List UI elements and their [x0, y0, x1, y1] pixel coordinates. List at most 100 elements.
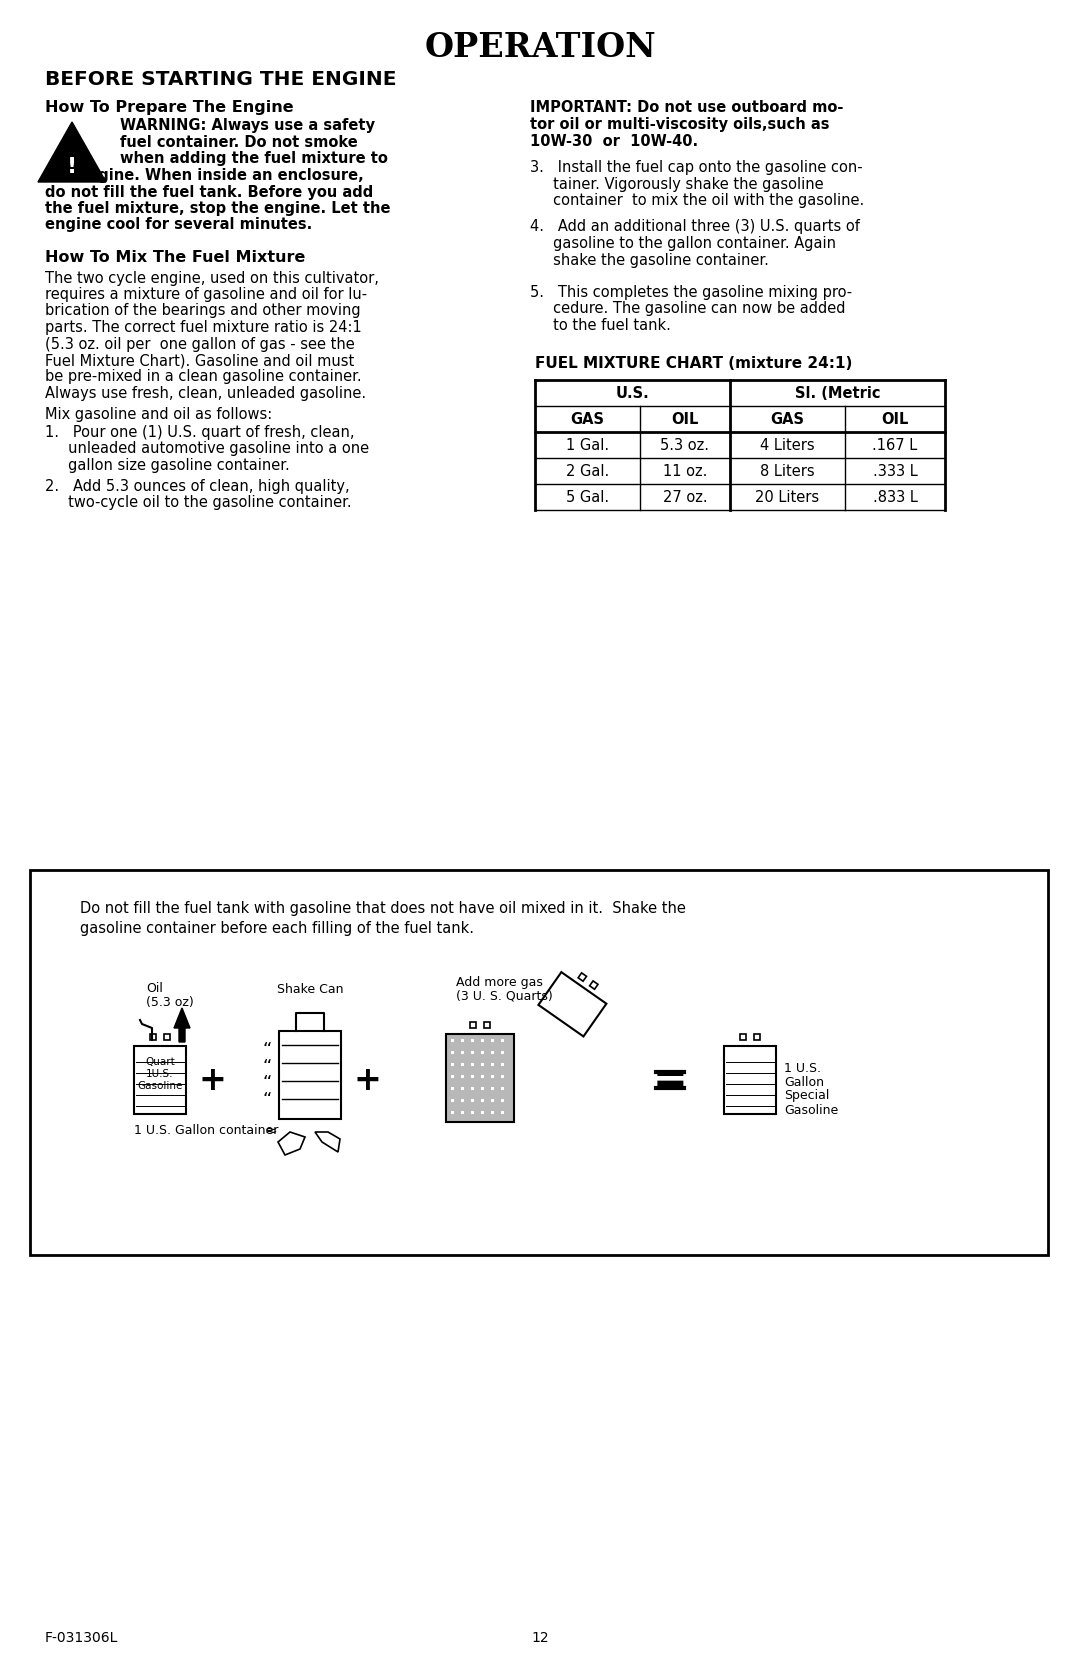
Bar [471, 1087, 474, 1090]
Polygon shape [38, 122, 106, 182]
Bar [461, 1087, 464, 1090]
Text: 1U.S.: 1U.S. [146, 1070, 174, 1078]
Bar [481, 1051, 484, 1055]
Text: tainer. Vigorously shake the gasoline: tainer. Vigorously shake the gasoline [530, 177, 824, 192]
Bar [461, 1040, 464, 1041]
Text: Mix gasoline and oil as follows:: Mix gasoline and oil as follows: [45, 407, 272, 422]
Text: Gallon: Gallon [784, 1075, 824, 1088]
Bar [491, 1087, 494, 1090]
Text: requires a mixture of gasoline and oil for lu-: requires a mixture of gasoline and oil f… [45, 287, 367, 302]
Text: 12: 12 [531, 1631, 549, 1646]
Bar [470, 1021, 476, 1028]
Text: =: = [652, 1060, 687, 1102]
Text: U.S.: U.S. [616, 386, 649, 401]
Text: +: + [198, 1063, 226, 1097]
Bar [30, 870, 1048, 1255]
Text: ≈: ≈ [264, 1123, 276, 1138]
Text: 10W-30  or  10W-40.: 10W-30 or 10W-40. [530, 134, 698, 149]
Text: the fuel mixture, stop the engine. Let the: the fuel mixture, stop the engine. Let t… [45, 200, 391, 215]
Bar [501, 1040, 504, 1041]
Text: “: “ [262, 1041, 272, 1060]
Text: OPERATION: OPERATION [424, 32, 656, 65]
Text: !: ! [67, 157, 77, 177]
Bar [539, 971, 606, 1036]
Bar [134, 1046, 186, 1113]
Text: How To Mix The Fuel Mixture: How To Mix The Fuel Mixture [45, 250, 306, 265]
Text: .833 L: .833 L [873, 489, 917, 504]
Text: 5.3 oz.: 5.3 oz. [661, 437, 710, 452]
Bar [740, 1035, 746, 1040]
Text: Always use fresh, clean, unleaded gasoline.: Always use fresh, clean, unleaded gasoli… [45, 386, 366, 401]
Bar [451, 1040, 454, 1041]
Text: two-cycle oil to the gasoline container.: two-cycle oil to the gasoline container. [45, 496, 352, 511]
Bar [501, 1051, 504, 1055]
Text: 1.   Pour one (1) U.S. quart of fresh, clean,: 1. Pour one (1) U.S. quart of fresh, cle… [45, 426, 354, 441]
Text: Fuel Mixture Chart). Gasoline and oil must: Fuel Mixture Chart). Gasoline and oil mu… [45, 354, 354, 367]
Polygon shape [278, 1132, 305, 1155]
Bar [471, 1112, 474, 1113]
Text: 8 Liters: 8 Liters [760, 464, 814, 479]
Text: “: “ [262, 1073, 272, 1092]
Bar [150, 1035, 156, 1040]
Text: 2 Gal.: 2 Gal. [566, 464, 609, 479]
Text: parts. The correct fuel mixture ratio is 24:1: parts. The correct fuel mixture ratio is… [45, 320, 362, 335]
Bar [461, 1075, 464, 1078]
Text: 20 Liters: 20 Liters [755, 489, 820, 504]
Text: .167 L: .167 L [873, 437, 918, 452]
Bar [461, 1063, 464, 1066]
Bar [481, 1087, 484, 1090]
Polygon shape [174, 1008, 190, 1041]
Text: Shake Can: Shake Can [276, 983, 343, 995]
Bar [501, 1075, 504, 1078]
Text: 27 oz.: 27 oz. [663, 489, 707, 504]
Bar [491, 1075, 494, 1078]
Bar [164, 1035, 170, 1040]
Bar [501, 1112, 504, 1113]
Bar [451, 1051, 454, 1055]
Text: the engine. When inside an enclosure,: the engine. When inside an enclosure, [45, 169, 364, 184]
Text: 1 Gal.: 1 Gal. [566, 437, 609, 452]
Text: 1 U.S. Gallon container: 1 U.S. Gallon container [134, 1123, 279, 1137]
Bar [481, 1075, 484, 1078]
Text: FUEL MIXTURE CHART (mixture 24:1): FUEL MIXTURE CHART (mixture 24:1) [535, 357, 852, 372]
Text: 2.   Add 5.3 ounces of clean, high quality,: 2. Add 5.3 ounces of clean, high quality… [45, 479, 350, 494]
Text: tor oil or multi-viscosity oils,such as: tor oil or multi-viscosity oils,such as [530, 117, 829, 132]
Text: gasoline container before each filling of the fuel tank.: gasoline container before each filling o… [80, 921, 474, 936]
Bar [491, 1063, 494, 1066]
Text: brication of the bearings and other moving: brication of the bearings and other movi… [45, 304, 361, 319]
Text: shake the gasoline container.: shake the gasoline container. [530, 252, 769, 267]
Text: 1 U.S.: 1 U.S. [784, 1061, 821, 1075]
Bar [451, 1087, 454, 1090]
Text: The two cycle engine, used on this cultivator,: The two cycle engine, used on this culti… [45, 270, 379, 285]
Text: OIL: OIL [672, 412, 699, 427]
Bar [471, 1040, 474, 1041]
Bar [451, 1098, 454, 1102]
Bar [461, 1098, 464, 1102]
Bar [501, 1087, 504, 1090]
Bar [491, 1098, 494, 1102]
Text: Sl. (Metric: Sl. (Metric [795, 386, 880, 401]
Bar [481, 1098, 484, 1102]
Text: (3 U. S. Quarts): (3 U. S. Quarts) [456, 990, 553, 1003]
Bar [484, 1021, 490, 1028]
Text: cedure. The gasoline can now be added: cedure. The gasoline can now be added [530, 302, 846, 317]
Text: do not fill the fuel tank. Before you add: do not fill the fuel tank. Before you ad… [45, 185, 374, 200]
Text: +: + [353, 1063, 381, 1097]
Text: F-031306L: F-031306L [45, 1631, 119, 1646]
Text: 3.   Install the fuel cap onto the gasoline con-: 3. Install the fuel cap onto the gasolin… [530, 160, 863, 175]
Bar [491, 1051, 494, 1055]
Text: IMPORTANT: Do not use outboard mo-: IMPORTANT: Do not use outboard mo- [530, 100, 843, 115]
Text: (5.3 oz. oil per  one gallon of gas - see the: (5.3 oz. oil per one gallon of gas - see… [45, 337, 354, 352]
Text: GAS: GAS [570, 412, 605, 427]
Text: How To Prepare The Engine: How To Prepare The Engine [45, 100, 294, 115]
Bar [461, 1051, 464, 1055]
Text: gasoline to the gallon container. Again: gasoline to the gallon container. Again [530, 235, 836, 250]
Bar [471, 1098, 474, 1102]
Bar [481, 1040, 484, 1041]
Bar [491, 1040, 494, 1041]
Text: Special: Special [784, 1090, 829, 1103]
Text: when adding the fuel mixture to: when adding the fuel mixture to [120, 152, 388, 167]
Bar [451, 1063, 454, 1066]
Text: Add more gas: Add more gas [456, 975, 543, 988]
Text: Gasoline: Gasoline [137, 1082, 183, 1092]
